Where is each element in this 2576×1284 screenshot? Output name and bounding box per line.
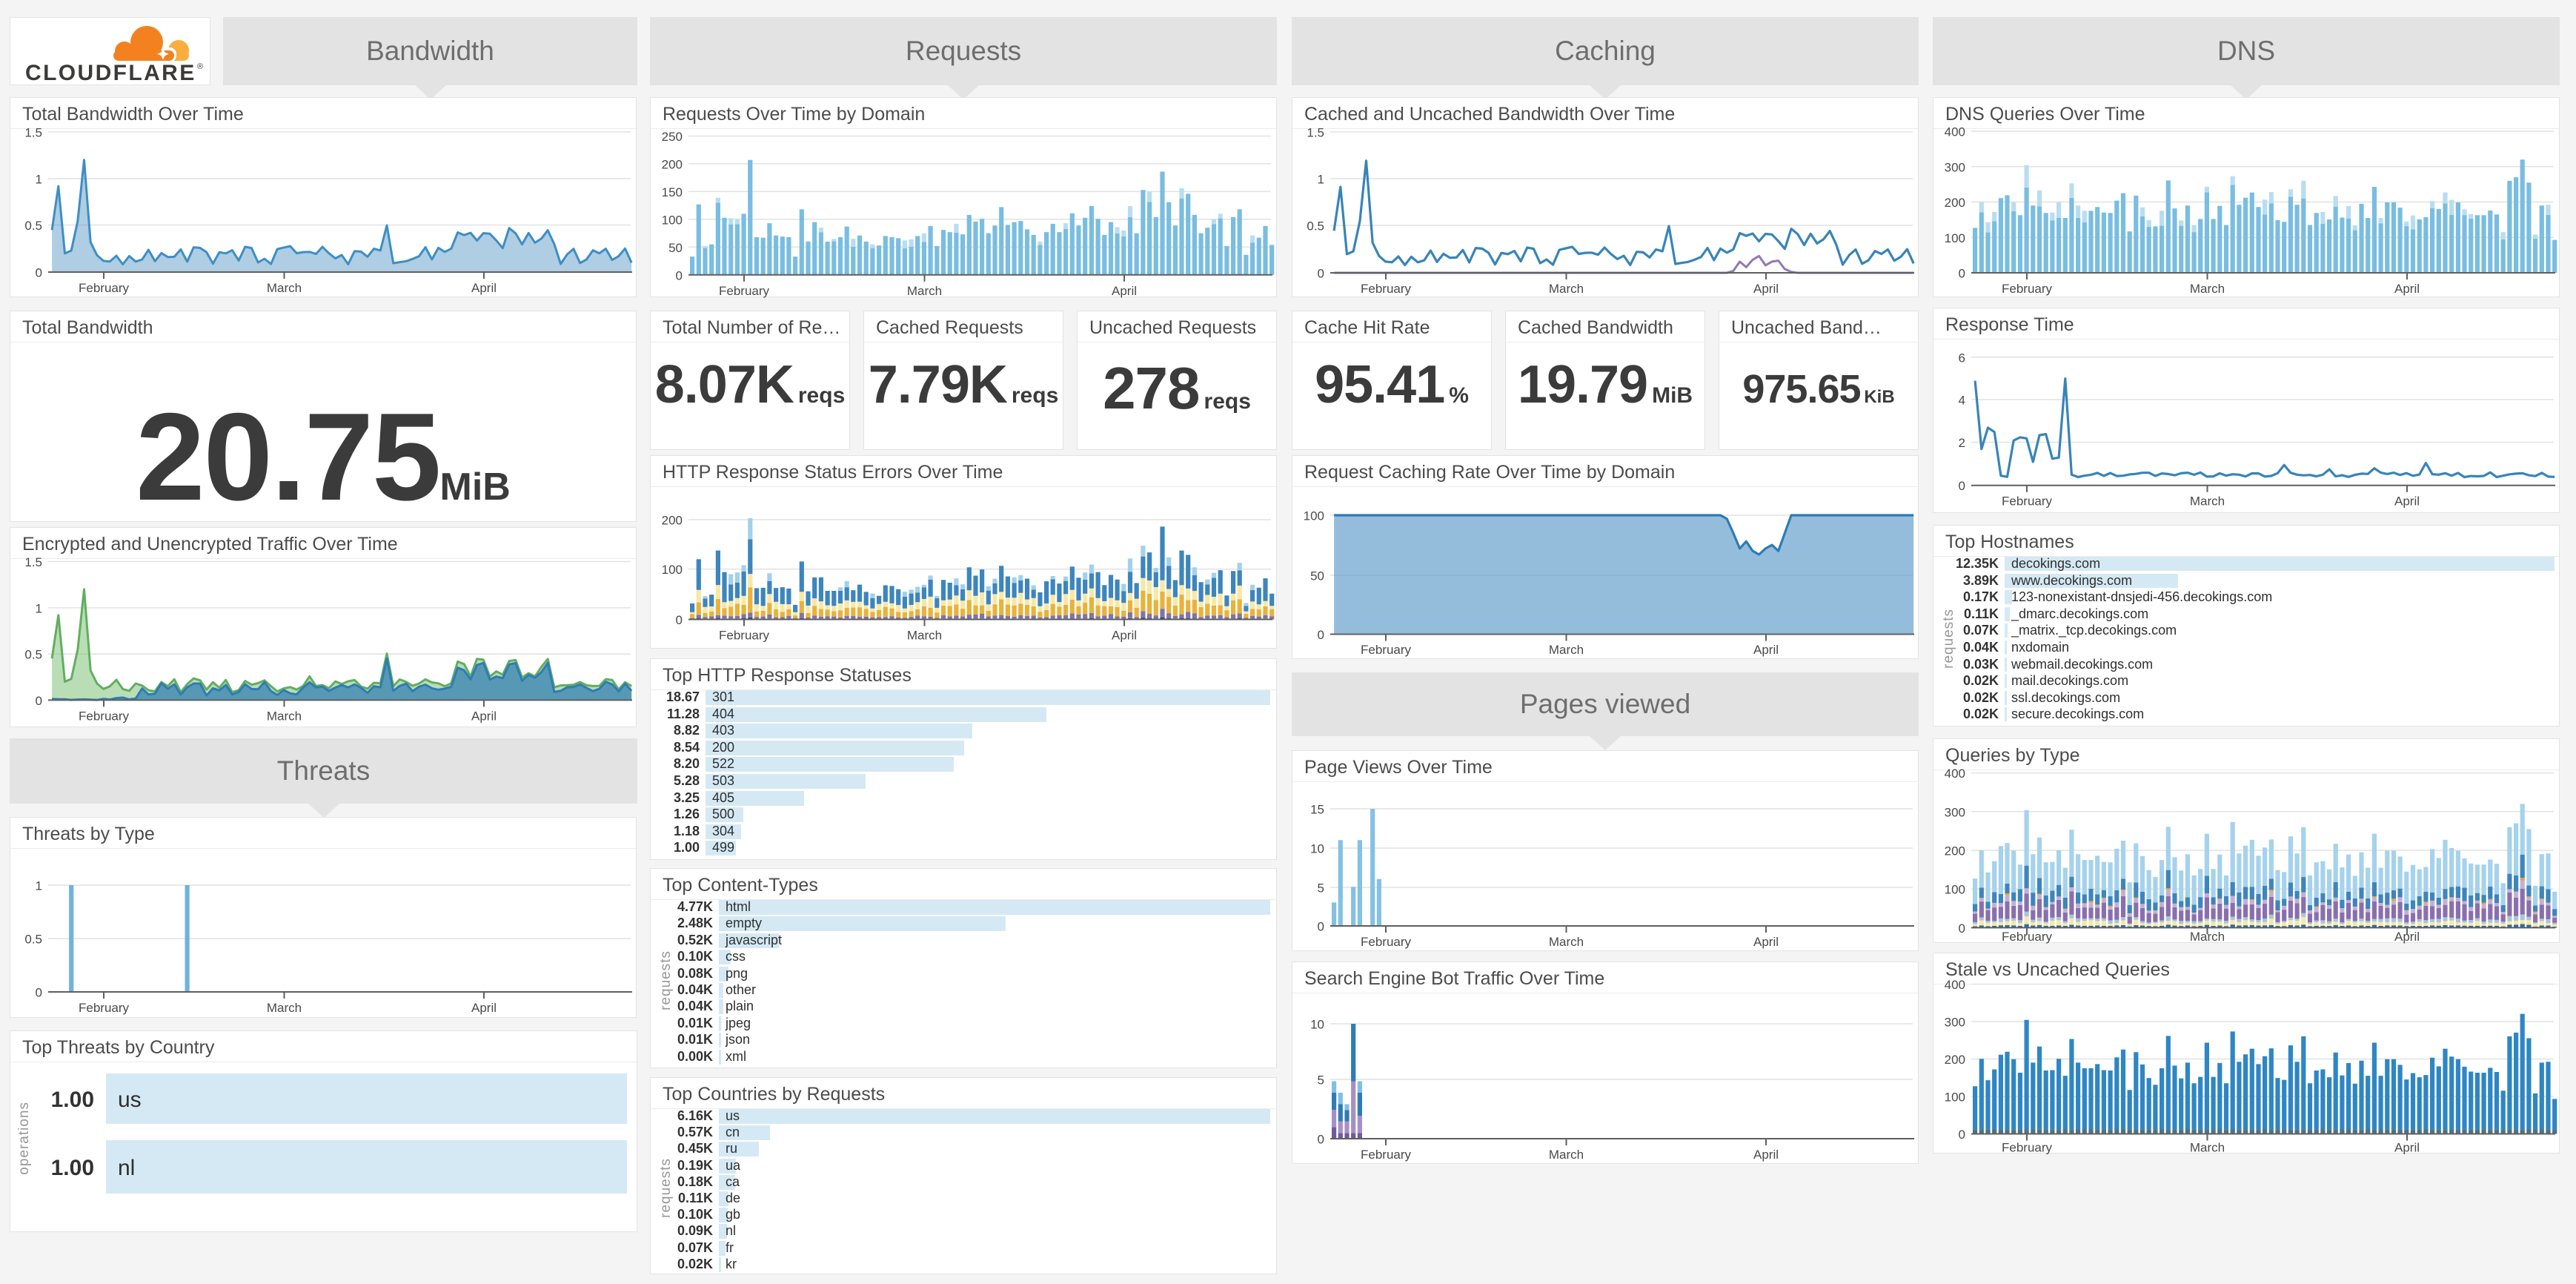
svg-text:April: April: [1753, 282, 1779, 296]
svg-text:0: 0: [1959, 267, 1965, 281]
svg-text:March: March: [267, 709, 302, 723]
svg-text:0: 0: [1318, 628, 1324, 642]
svg-text:1.5: 1.5: [24, 555, 42, 569]
svg-text:February: February: [1361, 282, 1412, 296]
svg-text:2: 2: [1959, 436, 1965, 450]
svg-text:March: March: [267, 281, 302, 295]
svg-text:300: 300: [1945, 1016, 1965, 1030]
svg-text:February: February: [1361, 1148, 1412, 1162]
svg-text:April: April: [2394, 282, 2420, 296]
svg-text:CLOUDFLARE: CLOUDFLARE: [25, 61, 196, 85]
svg-text:100: 100: [1945, 883, 1965, 897]
svg-text:200: 200: [662, 157, 683, 171]
svg-text:April: April: [471, 281, 497, 295]
svg-text:March: March: [1549, 282, 1584, 296]
svg-text:April: April: [1112, 284, 1137, 298]
svg-text:300: 300: [1945, 160, 1965, 174]
svg-text:150: 150: [662, 185, 683, 199]
svg-text:February: February: [79, 709, 130, 723]
svg-text:200: 200: [1945, 196, 1965, 210]
svg-text:®: ®: [197, 62, 203, 71]
svg-text:15: 15: [1310, 803, 1324, 817]
svg-text:100: 100: [662, 563, 683, 577]
svg-text:10: 10: [1310, 1018, 1324, 1032]
svg-text:April: April: [1753, 1148, 1779, 1162]
svg-text:March: March: [1549, 1148, 1584, 1162]
svg-text:1: 1: [36, 173, 42, 187]
svg-text:1: 1: [1318, 173, 1324, 187]
svg-text:March: March: [1549, 643, 1584, 657]
svg-text:April: April: [2394, 1141, 2420, 1155]
svg-text:April: April: [471, 1001, 497, 1015]
svg-text:200: 200: [1945, 1053, 1965, 1067]
svg-text:0: 0: [1959, 479, 1965, 493]
svg-text:March: March: [2190, 494, 2225, 509]
svg-text:6: 6: [1959, 351, 1965, 365]
svg-text:200: 200: [1945, 844, 1965, 858]
svg-text:February: February: [2002, 494, 2053, 509]
svg-text:April: April: [2394, 930, 2420, 944]
svg-text:February: February: [2002, 282, 2053, 296]
svg-text:March: March: [267, 1001, 302, 1015]
svg-text:April: April: [1753, 643, 1779, 657]
svg-text:1: 1: [36, 879, 42, 893]
svg-text:100: 100: [1945, 231, 1965, 245]
svg-text:0.5: 0.5: [24, 219, 42, 233]
svg-text:250: 250: [662, 130, 683, 144]
svg-text:1.5: 1.5: [1307, 126, 1324, 140]
svg-text:April: April: [2394, 494, 2420, 509]
svg-text:100: 100: [1304, 509, 1324, 523]
svg-text:300: 300: [1945, 805, 1965, 819]
svg-text:0.5: 0.5: [24, 648, 42, 662]
svg-text:0: 0: [1959, 921, 1965, 936]
svg-text:February: February: [719, 629, 770, 643]
svg-text:February: February: [1361, 935, 1412, 949]
svg-text:50: 50: [1310, 569, 1324, 583]
svg-text:400: 400: [1945, 767, 1965, 781]
svg-text:100: 100: [662, 213, 683, 227]
svg-text:4: 4: [1959, 394, 1965, 408]
svg-text:400: 400: [1945, 125, 1965, 139]
svg-text:0: 0: [36, 694, 42, 708]
svg-text:0: 0: [36, 266, 42, 280]
svg-text:5: 5: [1318, 1073, 1324, 1088]
svg-text:February: February: [2002, 1141, 2053, 1155]
svg-text:April: April: [1753, 935, 1779, 949]
svg-text:0: 0: [676, 613, 683, 627]
svg-text:0: 0: [1318, 1133, 1324, 1147]
svg-text:1.5: 1.5: [24, 126, 42, 140]
svg-text:March: March: [2190, 282, 2225, 296]
svg-text:0.5: 0.5: [24, 933, 42, 947]
svg-text:400: 400: [1945, 978, 1965, 992]
svg-text:0: 0: [676, 268, 683, 282]
svg-text:February: February: [1361, 643, 1412, 657]
svg-text:0: 0: [1959, 1128, 1965, 1142]
svg-text:March: March: [1549, 935, 1584, 949]
svg-text:April: April: [1112, 629, 1137, 643]
svg-text:5: 5: [1318, 881, 1324, 896]
svg-text:March: March: [907, 284, 942, 298]
svg-text:50: 50: [668, 241, 683, 255]
svg-text:March: March: [907, 629, 942, 643]
svg-text:200: 200: [662, 514, 683, 528]
svg-text:100: 100: [1945, 1091, 1965, 1105]
svg-text:February: February: [719, 284, 770, 298]
svg-text:0: 0: [1318, 267, 1324, 281]
svg-text:March: March: [2190, 930, 2225, 944]
svg-text:February: February: [79, 281, 130, 295]
svg-text:February: February: [79, 1001, 130, 1015]
svg-text:0: 0: [36, 986, 42, 1000]
svg-text:1: 1: [36, 601, 42, 615]
svg-text:0: 0: [1318, 920, 1324, 934]
svg-text:March: March: [2190, 1141, 2225, 1155]
svg-text:0.5: 0.5: [1307, 219, 1324, 234]
svg-text:10: 10: [1310, 842, 1324, 856]
svg-text:February: February: [2002, 930, 2053, 944]
svg-text:April: April: [471, 709, 497, 723]
